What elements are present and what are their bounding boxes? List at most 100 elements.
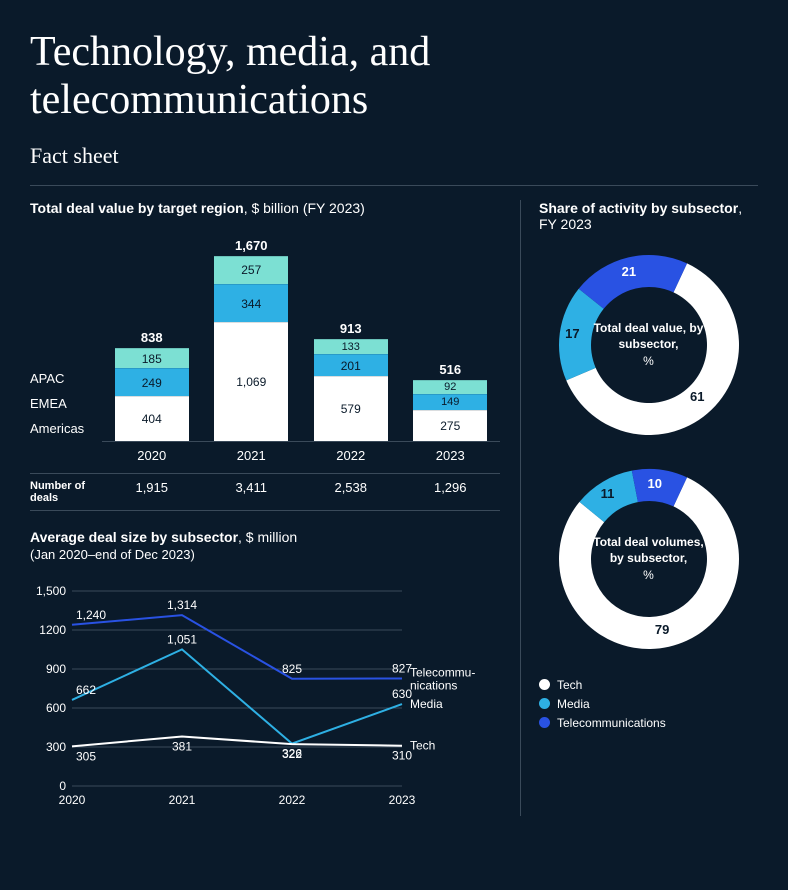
svg-text:2022: 2022	[279, 793, 306, 807]
deals-value: 1,296	[410, 480, 490, 504]
legend-label: Tech	[557, 678, 582, 692]
donut-value-telecom: 10	[648, 476, 662, 491]
right-title-bold: Share of activity by subsector	[539, 200, 738, 216]
legend-item-telecom: Telecommunications	[539, 716, 758, 730]
donut-value-telecom: 21	[622, 264, 636, 279]
bar-chart-title-bold: Total deal value by target region	[30, 200, 244, 216]
line-chart-section: Average deal size by subsector, $ millio…	[30, 529, 500, 816]
bar-stack: 404249185	[115, 348, 189, 441]
svg-text:825: 825	[282, 661, 302, 675]
bar-total: 516	[439, 362, 461, 377]
svg-text:600: 600	[46, 701, 66, 715]
bars-area: 838 404249185 1,670 1,069344257 913 579201133…	[102, 232, 500, 442]
bar-stack: 27514992	[413, 380, 487, 441]
bar-total: 838	[141, 330, 163, 345]
bar-col: 838 404249185	[112, 330, 192, 441]
bar-segment-americas: 404	[115, 396, 189, 441]
bar-segment-emea: 201	[314, 354, 388, 376]
bar-region-labels: APAC EMEA Americas	[30, 371, 102, 442]
donut-value-tech: 61	[690, 389, 704, 404]
bar-stack: 1,069344257	[214, 256, 288, 441]
donut1-center-line1: Total deal value, by subsector,	[592, 321, 706, 352]
svg-text:Media: Media	[410, 697, 443, 711]
svg-text:1,240: 1,240	[76, 607, 106, 621]
legend-label: Media	[557, 697, 590, 711]
region-label: APAC	[30, 371, 102, 386]
deals-value: 1,915	[112, 480, 192, 504]
divider	[30, 185, 758, 186]
svg-text:1200: 1200	[39, 623, 66, 637]
bar-years-row: 2020 2021 2022 2023	[30, 448, 500, 463]
line-chart-title-light: , $ million	[238, 529, 297, 545]
bar-segment-emea: 344	[214, 284, 288, 322]
legend-label: Telecommunications	[557, 716, 666, 730]
svg-text:Telecommu-: Telecommu-	[410, 665, 475, 679]
deals-value: 2,538	[311, 480, 391, 504]
svg-text:381: 381	[172, 739, 192, 753]
donut-deal-volumes: Total deal volumes, by subsector, % 79 11…	[554, 464, 744, 654]
bar-deals-row: Number of deals 1,915 3,411 2,538 1,296	[30, 473, 500, 511]
page-title: Technology, media, and telecommunication…	[30, 28, 758, 125]
bar-segment-americas: 579	[314, 376, 388, 440]
bar-year: 2020	[112, 448, 192, 463]
svg-text:662: 662	[76, 683, 96, 697]
svg-text:nications: nications	[410, 678, 457, 692]
donut1-center-line2: %	[643, 354, 654, 368]
legend-swatch	[539, 698, 550, 709]
right-panel: Share of activity by subsector, FY 2023 …	[520, 200, 758, 816]
bar-segment-apac: 185	[115, 348, 189, 368]
donut2-center-line2: %	[643, 568, 654, 582]
legend-swatch	[539, 717, 550, 728]
page-subtitle: Fact sheet	[30, 143, 758, 169]
bar-total: 1,670	[235, 238, 268, 253]
bar-chart-section: Total deal value by target region, $ bil…	[30, 200, 500, 511]
donut1-center: Total deal value, by subsector, %	[554, 250, 744, 440]
bar-stack: 579201133	[314, 339, 388, 440]
donut-value-tech: 79	[655, 622, 669, 637]
bar-col: 913 579201133	[311, 321, 391, 440]
svg-text:305: 305	[76, 749, 96, 763]
bar-segment-americas: 1,069	[214, 322, 288, 440]
bar-segment-americas: 275	[413, 410, 487, 440]
legend-swatch	[539, 679, 550, 690]
svg-text:322: 322	[282, 747, 302, 761]
bar-chart-title-light: , $ billion (FY 2023)	[244, 200, 365, 216]
bar-segment-emea: 149	[413, 394, 487, 411]
right-title: Share of activity by subsector, FY 2023	[539, 200, 758, 232]
svg-text:1,500: 1,500	[36, 584, 66, 598]
bar-segment-apac: 133	[314, 339, 388, 354]
bar-segment-apac: 257	[214, 256, 288, 284]
region-label: Americas	[30, 421, 102, 436]
bar-year: 2022	[311, 448, 391, 463]
bar-year: 2021	[211, 448, 291, 463]
bar-col: 1,670 1,069344257	[211, 238, 291, 441]
legend-item-media: Media	[539, 697, 758, 711]
donut2-center-line1: Total deal volumes, by subsector,	[592, 535, 706, 566]
svg-text:Tech: Tech	[410, 738, 435, 752]
donut-value-media: 11	[601, 486, 615, 501]
line-chart-title-bold: Average deal size by subsector	[30, 529, 238, 545]
svg-text:2021: 2021	[169, 793, 196, 807]
deals-value: 3,411	[211, 480, 291, 504]
legend: Tech Media Telecommunications	[539, 678, 758, 730]
bar-year: 2023	[410, 448, 490, 463]
svg-text:300: 300	[46, 740, 66, 754]
bar-segment-emea: 249	[115, 368, 189, 396]
deals-label: Number of deals	[30, 480, 102, 504]
donut-deal-value: Total deal value, by subsector, % 61 17 21	[554, 250, 744, 440]
line-chart-title: Average deal size by subsector, $ millio…	[30, 529, 500, 545]
donut-value-media: 17	[565, 326, 579, 341]
svg-text:1,051: 1,051	[167, 632, 197, 646]
svg-text:1,314: 1,314	[167, 598, 197, 612]
line-chart-subtitle: (Jan 2020–end of Dec 2023)	[30, 547, 500, 562]
bar-col: 516 27514992	[410, 362, 490, 441]
svg-text:900: 900	[46, 662, 66, 676]
legend-item-tech: Tech	[539, 678, 758, 692]
bar-total: 913	[340, 321, 362, 336]
region-label: EMEA	[30, 396, 102, 411]
svg-text:2020: 2020	[59, 793, 86, 807]
bar-chart-title: Total deal value by target region, $ bil…	[30, 200, 500, 216]
svg-text:2023: 2023	[389, 793, 416, 807]
donut2-center: Total deal volumes, by subsector, %	[554, 464, 744, 654]
line-chart-svg: 030060090012001,50020202021202220231,240…	[30, 576, 500, 816]
